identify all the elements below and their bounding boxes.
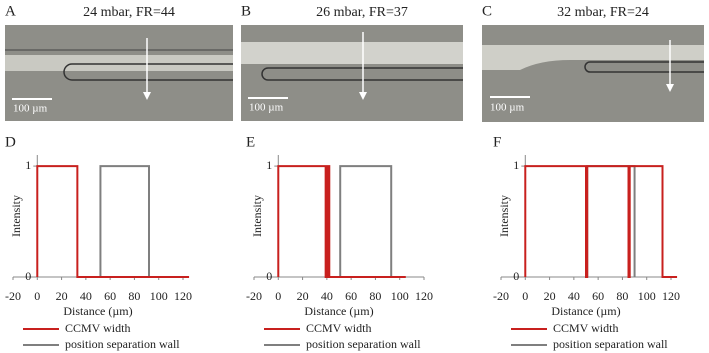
legend-label: position separation wall xyxy=(306,337,421,351)
x-tick-label: -20 xyxy=(246,289,262,303)
chart: F 0 1 -20 0 20 40 60 80 100 120 Distance (µm) Intens… xyxy=(493,134,680,350)
series-line xyxy=(586,165,636,277)
x-tick-label: 40 xyxy=(80,289,92,303)
scale-bar-label: 100 µm xyxy=(490,102,525,114)
x-tick-label: 0 xyxy=(522,289,528,303)
y-tick-label: 1 xyxy=(266,158,272,172)
y-tick-label: 0 xyxy=(513,269,519,283)
x-tick-label: 100 xyxy=(150,289,168,303)
x-tick-label: 0 xyxy=(34,289,40,303)
x-tick-label: 80 xyxy=(369,289,381,303)
micrograph-a xyxy=(5,25,233,121)
x-tick-label: 20 xyxy=(56,289,68,303)
x-tick-label: 60 xyxy=(345,289,357,303)
x-tick-label: -20 xyxy=(5,289,21,303)
y-tick-label: 1 xyxy=(25,158,31,172)
y-tick-label: 0 xyxy=(266,269,272,283)
panel-label: B xyxy=(241,3,251,19)
x-tick-label: 120 xyxy=(415,289,433,303)
x-tick-label: 20 xyxy=(297,289,309,303)
x-tick-label: 80 xyxy=(128,289,140,303)
scale-bar-label: 100 µm xyxy=(249,102,284,114)
series-line xyxy=(524,165,678,278)
x-axis-label: Distance (µm) xyxy=(551,304,620,318)
legend-label: CCMV width xyxy=(65,321,130,335)
x-tick-label: 40 xyxy=(568,289,580,303)
legend-label: position separation wall xyxy=(553,337,668,351)
x-tick-label: 20 xyxy=(544,289,556,303)
x-tick-label: 0 xyxy=(275,289,281,303)
series-line xyxy=(36,165,190,278)
x-tick-label: 100 xyxy=(391,289,409,303)
micrograph-b xyxy=(241,25,463,121)
x-tick-label: 80 xyxy=(616,289,628,303)
panel-label: E xyxy=(246,134,255,150)
legend-label: position separation wall xyxy=(65,337,180,351)
panel-label: D xyxy=(5,134,16,150)
image-title: 24 mbar, FR=44 xyxy=(83,5,175,20)
x-tick-label: 60 xyxy=(592,289,604,303)
y-tick-label: 1 xyxy=(513,158,519,172)
x-axis-label: Distance (µm) xyxy=(304,304,373,318)
micrograph-c xyxy=(482,25,704,122)
y-axis-label: Intensity xyxy=(250,195,264,237)
series-line xyxy=(99,165,150,277)
x-tick-label: 100 xyxy=(638,289,656,303)
series-line xyxy=(339,165,393,277)
x-axis-label: Distance (µm) xyxy=(63,304,132,318)
panel-label: C xyxy=(482,3,492,19)
y-axis-label: Intensity xyxy=(9,195,23,237)
chart: D 0 1 -20 0 20 40 60 80 100 120 Distance (µm) Intens… xyxy=(5,134,192,350)
legend-label: CCMV width xyxy=(553,321,618,335)
scale-bar-label: 100 µm xyxy=(13,103,48,115)
y-axis-label: Intensity xyxy=(497,195,511,237)
panel-label: F xyxy=(493,134,501,150)
x-tick-label: 40 xyxy=(321,289,333,303)
x-tick-label: 120 xyxy=(662,289,680,303)
legend-label: CCMV width xyxy=(306,321,371,335)
chart: E 0 1 -20 0 20 40 60 80 100 120 Distance (µm) Intens… xyxy=(246,134,433,350)
image-title: 32 mbar, FR=24 xyxy=(557,5,649,20)
series-line xyxy=(277,165,406,278)
panel-label: A xyxy=(5,3,16,19)
image-title: 26 mbar, FR=37 xyxy=(316,5,408,20)
x-tick-label: 60 xyxy=(104,289,116,303)
x-tick-label: -20 xyxy=(493,289,509,303)
x-tick-label: 120 xyxy=(174,289,192,303)
y-tick-label: 0 xyxy=(25,269,31,283)
